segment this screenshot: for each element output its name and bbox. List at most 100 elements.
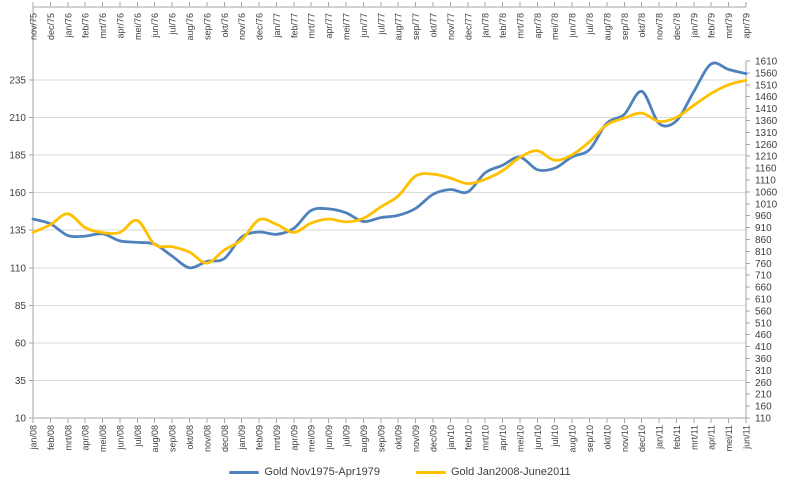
x-axis-bottom-label: mei/09 [307,425,317,452]
y-axis-right-label: 1160 [755,164,777,175]
x-axis-bottom-label: apr/09 [289,425,299,451]
x-axis-bottom-label: mei/08 [98,425,108,452]
y-axis-right-label: 1610 [755,57,778,68]
x-axis-bottom-label: nov/10 [620,425,630,452]
y-axis-right-label: 1260 [755,140,778,151]
x-axis-top-label: jul/77 [376,13,386,36]
x-axis-top-label: jul/78 [585,13,595,36]
x-axis-bottom-label: feb/10 [463,425,473,450]
x-axis-bottom-label: mrt/08 [63,425,73,451]
x-axis-bottom-label: okt/08 [185,425,195,450]
x-axis-bottom-label: dec/09 [428,425,438,452]
x-axis-top-label: mrt/79 [724,13,734,39]
x-axis-top-label: dec/76 [255,13,265,40]
y-axis-right-label: 1010 [755,199,778,210]
x-axis-bottom-label: nov/08 [202,425,212,452]
y-axis-left-label: 210 [9,113,26,124]
x-axis-top-label: nov/76 [237,13,247,40]
x-axis-bottom-label: feb/08 [46,425,56,450]
y-axis-right-label: 110 [755,414,771,425]
x-axis-top-label: dec/75 [46,13,56,40]
y-axis-right-label: 1110 [755,176,776,187]
x-axis-bottom-label: sep/09 [376,425,386,452]
x-axis-bottom-label: mrt/10 [481,425,491,451]
x-axis-bottom-label: jan/09 [237,425,247,451]
y-axis-right-label: 160 [755,402,772,413]
x-axis-top-label: aug/78 [602,13,612,41]
x-axis-bottom-label: mei/11 [724,425,734,451]
y-axis-right-label: 1360 [755,116,778,127]
x-axis-top-label: aug/76 [185,13,195,41]
x-axis-top-label: jul/76 [168,13,178,36]
x-axis-top-label: feb/76 [81,13,91,38]
x-axis-bottom-label: feb/11 [672,425,682,449]
y-axis-left-label: 60 [15,338,27,349]
x-axis-top-label: okt/76 [220,13,230,38]
series-line-gold-1975[interactable] [31,61,748,270]
x-axis-bottom-label: feb/09 [255,425,265,450]
x-axis-top-label: jan/77 [272,13,282,39]
y-axis-left-label: 110 [10,263,26,274]
y-axis-right-label: 410 [755,342,772,353]
y-axis-right-label: 210 [755,390,772,401]
x-axis-top-label: mei/77 [342,13,352,40]
x-axis-bottom-label: aug/09 [359,425,369,453]
y-axis-left-label: 235 [9,76,26,87]
x-axis-top-label: sep/76 [202,13,212,40]
y-axis-right-label: 1510 [755,80,778,91]
x-axis-top-label: sep/77 [411,13,421,40]
y-axis-right-label: 710 [755,271,772,282]
y-axis-right-label: 1060 [755,187,778,198]
x-axis-top-label: jun/76 [150,13,160,39]
y-axis-right-label: 460 [755,330,772,341]
legend-item-gold-1975[interactable]: Gold Nov1975-Apr1979 [229,466,380,478]
x-axis-top-label: mrt/78 [515,13,525,39]
x-axis-bottom-label: jan/10 [446,425,456,451]
y-axis-right-label: 1460 [755,92,778,103]
x-axis-top-label: jan/78 [481,13,491,39]
y-axis-left-label: 85 [15,301,27,312]
x-axis-bottom-label: jul/08 [133,425,143,448]
series-line-gold-2008[interactable] [31,78,748,265]
y-axis-right-label: 310 [755,366,772,377]
y-axis-right-label: 760 [755,259,772,270]
x-axis-bottom-label: dec/10 [637,425,647,452]
y-axis-left-label: 10 [15,414,27,425]
x-axis-bottom-label: jan/11 [655,425,665,450]
x-axis-top-label: jun/77 [359,13,369,39]
y-axis-right-label: 510 [755,318,772,329]
x-axis-bottom-label: jul/09 [342,425,352,448]
x-axis-top-label: apr/76 [115,13,125,39]
x-axis-top-label: feb/78 [498,13,508,38]
x-axis-bottom-label: jun/10 [533,425,543,451]
x-axis-top-label: mei/76 [133,13,143,40]
y-axis-right-label: 360 [755,354,772,365]
x-axis-top-label: apr/77 [324,13,334,39]
y-axis-left-label: 135 [9,226,26,237]
x-axis-top-label: dec/77 [463,13,473,40]
x-axis-bottom-label: jul/10 [550,425,560,448]
x-axis-bottom-label: mrt/09 [272,425,282,451]
x-axis-top-label: jan/79 [689,13,699,39]
x-axis-bottom-label: sep/08 [168,425,178,452]
x-axis-bottom-label: apr/08 [81,425,91,451]
x-axis-top-label: feb/77 [289,13,299,38]
x-axis-top-label: okt/78 [637,13,647,38]
legend-label-gold-1975: Gold Nov1975-Apr1979 [264,466,380,478]
x-axis-top-label: nov/78 [655,13,665,40]
x-axis-top-label: apr/79 [742,13,752,39]
y-axis-left-label: 35 [15,376,27,387]
x-axis-bottom-label: nov/09 [411,425,421,452]
x-axis-top-label: apr/78 [533,13,543,39]
x-axis-bottom-label: sep/10 [585,425,595,452]
x-axis-top-label: mrt/76 [98,13,108,39]
y-axis-right-label: 860 [755,235,772,246]
legend-item-gold-2008[interactable]: Gold Jan2008-June2011 [415,466,571,478]
legend-label-gold-2008: Gold Jan2008-June2011 [450,466,571,478]
y-axis-left-label: 185 [9,151,26,162]
y-axis-right-label: 1410 [755,104,778,115]
x-axis-bottom-label: dec/08 [220,425,230,452]
y-axis-right-label: 260 [755,378,772,389]
